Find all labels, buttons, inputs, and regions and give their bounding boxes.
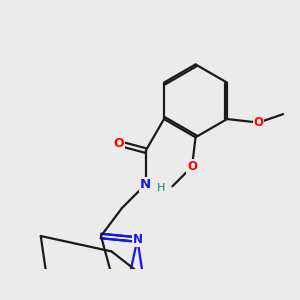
Text: N: N xyxy=(132,233,142,246)
Text: H: H xyxy=(157,183,165,194)
Text: O: O xyxy=(254,116,264,129)
Text: N: N xyxy=(140,178,151,191)
Text: O: O xyxy=(113,137,124,150)
Text: O: O xyxy=(187,160,197,173)
